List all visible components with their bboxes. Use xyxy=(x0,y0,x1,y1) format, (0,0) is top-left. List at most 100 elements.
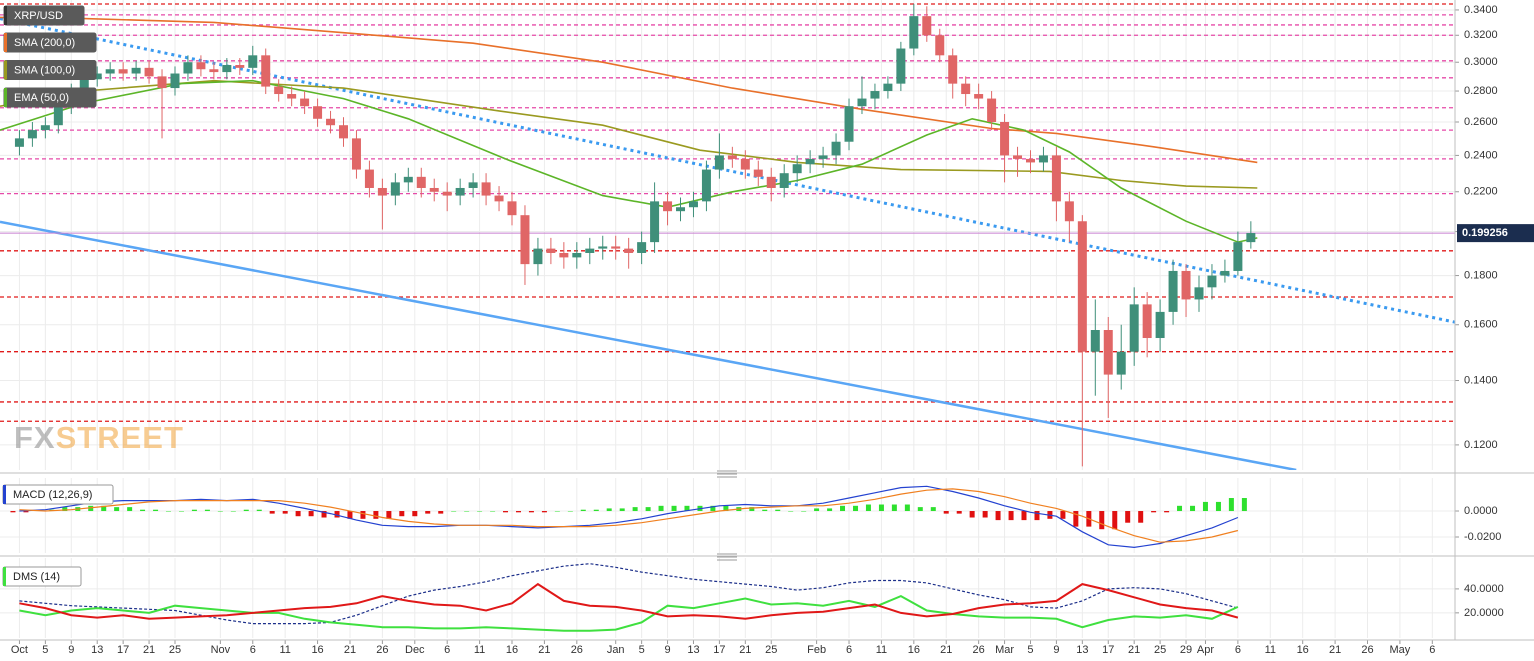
candle-body xyxy=(455,187,465,196)
histogram-bar xyxy=(671,505,677,512)
histogram-bar xyxy=(1008,511,1014,521)
histogram-bar xyxy=(762,509,768,512)
histogram-bar xyxy=(1021,511,1027,521)
y-tick-label: 0.1200 xyxy=(1464,439,1498,451)
histogram-bar xyxy=(1073,511,1079,527)
candle-body xyxy=(727,155,737,159)
dms-panel xyxy=(0,558,1455,638)
x-tick-label: 17 xyxy=(713,644,725,656)
histogram-bar xyxy=(127,507,133,512)
histogram-bar xyxy=(827,508,833,512)
candle-body xyxy=(818,155,828,159)
y-tick-label: -0.0200 xyxy=(1464,531,1501,543)
candle-body xyxy=(248,55,258,68)
histogram-bar xyxy=(204,509,210,512)
y-tick-label: 0.3000 xyxy=(1464,56,1498,68)
x-tick-label: 21 xyxy=(1329,644,1341,656)
histogram-bar xyxy=(114,507,120,512)
candle-body xyxy=(1181,270,1191,300)
histogram-bar xyxy=(995,511,1001,521)
histogram-bar xyxy=(140,509,146,512)
legend-swatch xyxy=(3,485,6,504)
histogram-bar xyxy=(840,505,846,512)
histogram-bar xyxy=(554,511,560,512)
histogram-bar xyxy=(503,511,509,513)
x-tick-label: Oct xyxy=(11,644,28,656)
x-tick-label: 25 xyxy=(1154,644,1166,656)
candle-body xyxy=(857,98,867,107)
candle-body xyxy=(118,69,128,74)
histogram-bar xyxy=(101,505,107,512)
candle-body xyxy=(766,176,776,188)
watermark: FXSTREET xyxy=(14,420,184,455)
candle-body xyxy=(40,125,50,131)
candle-body xyxy=(585,248,595,253)
candle-body xyxy=(688,201,698,208)
histogram-bar xyxy=(191,509,197,512)
histogram-bar xyxy=(982,511,988,518)
histogram-bar xyxy=(1112,511,1118,530)
histogram-bar xyxy=(801,511,807,512)
candle-body xyxy=(364,169,374,188)
candle-body xyxy=(572,252,582,258)
candle-body xyxy=(105,69,115,74)
legend-swatch xyxy=(4,88,7,107)
histogram-bar xyxy=(528,511,534,513)
candle-body xyxy=(676,207,686,212)
price-panel xyxy=(0,0,1455,470)
x-tick-label: 6 xyxy=(846,644,852,656)
x-tick-label: 16 xyxy=(908,644,920,656)
candle-body xyxy=(1233,242,1243,271)
x-tick-label: 26 xyxy=(571,644,583,656)
histogram-bar xyxy=(1202,501,1208,512)
x-tick-label: 13 xyxy=(1076,644,1088,656)
y-tick-label: 0.1800 xyxy=(1464,269,1498,281)
candle-body xyxy=(1129,304,1139,352)
candle-body xyxy=(300,98,310,107)
candle-body xyxy=(222,65,232,73)
x-tick-label: Feb xyxy=(807,644,826,656)
histogram-bar xyxy=(178,511,184,512)
legend-swatch xyxy=(3,567,6,586)
histogram-bar xyxy=(1177,505,1183,512)
candle-body xyxy=(961,83,971,95)
x-tick-label: 25 xyxy=(169,644,181,656)
histogram-bar xyxy=(930,507,936,512)
histogram-bar xyxy=(88,505,94,512)
indicator-line xyxy=(19,582,1239,620)
resize-handle[interactable] xyxy=(717,553,737,561)
x-tick-label: Mar xyxy=(995,644,1014,656)
histogram-bar xyxy=(256,509,262,512)
x-tick-label: 21 xyxy=(344,644,356,656)
histogram-bar xyxy=(788,511,794,512)
candle-body xyxy=(1025,158,1035,163)
histogram-bar xyxy=(1151,511,1157,513)
candle-body xyxy=(92,73,102,80)
candle-body xyxy=(390,182,400,196)
candle-body xyxy=(287,94,297,99)
candle-body xyxy=(559,252,569,258)
candle-body xyxy=(987,98,997,122)
candle-body xyxy=(598,246,608,249)
histogram-bar xyxy=(969,511,975,518)
candle-body xyxy=(209,69,219,73)
legend: XRP/USD SMA (200,0) SMA (100,0) EMA (50,0) M… xyxy=(2,5,114,587)
histogram-bar xyxy=(1060,511,1066,519)
candle-body xyxy=(624,248,634,253)
histogram-bar xyxy=(541,511,547,513)
histogram-bar xyxy=(710,505,716,512)
y-tick-label: 0.3400 xyxy=(1464,4,1498,16)
histogram-bar xyxy=(438,511,444,514)
candle-body xyxy=(351,138,361,170)
candle-body xyxy=(1038,155,1048,163)
candle-body xyxy=(14,138,24,147)
candle-body xyxy=(663,201,673,212)
histogram-bar xyxy=(1241,498,1247,512)
candle-body xyxy=(79,79,89,92)
resize-handle[interactable] xyxy=(717,470,737,478)
y-tick-label: 0.1400 xyxy=(1464,374,1498,386)
x-tick-label: 25 xyxy=(765,644,777,656)
histogram-bar xyxy=(917,507,923,512)
x-tick-label: 9 xyxy=(664,644,670,656)
x-tick-label: 11 xyxy=(474,644,485,656)
